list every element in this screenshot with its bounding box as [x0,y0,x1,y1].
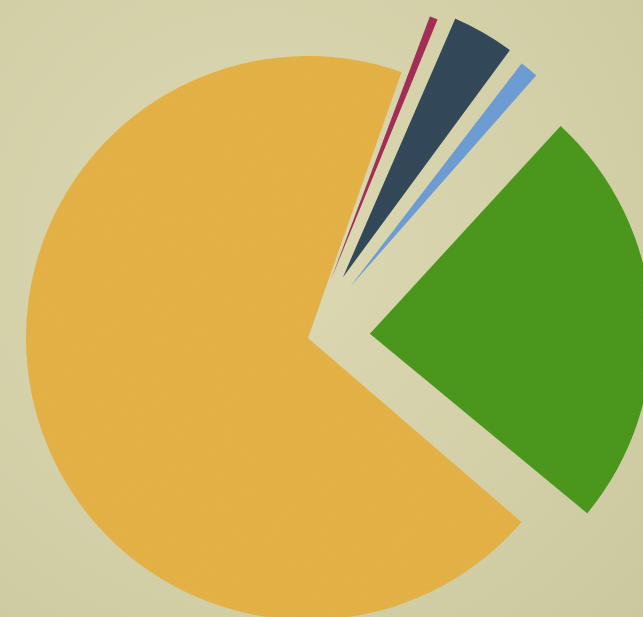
pie-slice-2 [369,126,643,514]
pie-slice-3 [349,63,537,288]
pie-slice-1 [26,56,522,617]
pie-slice-5 [330,16,438,281]
pie-slice-4 [342,18,510,278]
